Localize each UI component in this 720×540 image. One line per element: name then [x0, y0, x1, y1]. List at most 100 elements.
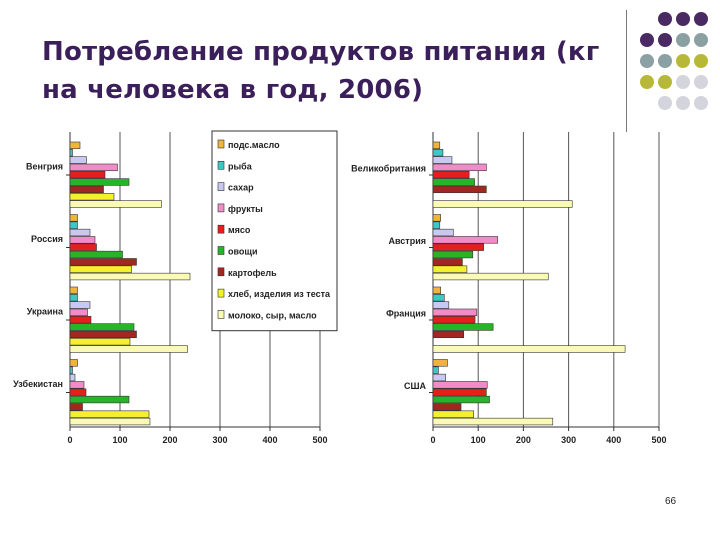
bar	[69, 410, 150, 418]
decor-dot	[640, 75, 654, 89]
bar	[432, 200, 573, 208]
bar	[432, 417, 554, 426]
decor-dot	[676, 54, 690, 68]
bar	[69, 286, 78, 295]
category-label: Узбекистан	[13, 379, 63, 389]
bar	[69, 149, 73, 157]
x-tick-label: 200	[516, 435, 531, 445]
legend-swatch	[217, 267, 225, 277]
bar	[69, 250, 123, 259]
x-tick-label: 0	[67, 435, 72, 445]
legend-swatch	[217, 160, 225, 170]
legend-label: фрукты	[228, 204, 263, 214]
bar	[432, 403, 462, 411]
decor-dot	[694, 96, 708, 110]
x-tick-label: 400	[262, 435, 277, 445]
decor-dot-grid	[640, 12, 708, 110]
bar	[432, 243, 484, 251]
legend-swatch	[217, 288, 225, 298]
category-label: Украина	[27, 307, 64, 317]
bar	[432, 395, 490, 404]
bar	[432, 163, 487, 172]
bar	[69, 366, 73, 374]
bar	[69, 171, 106, 179]
bar	[69, 395, 130, 404]
bar	[432, 301, 450, 309]
bar	[432, 366, 439, 374]
bar	[69, 294, 78, 302]
category-label: Венгрия	[26, 162, 63, 172]
bar	[69, 243, 97, 251]
bar	[69, 228, 91, 237]
legend-swatch	[217, 203, 225, 213]
bar	[69, 330, 137, 339]
x-tick-label: 100	[112, 435, 127, 445]
legend-label: молоко, сыр, масло	[228, 310, 317, 320]
legend-swatch	[217, 310, 225, 319]
chart-western-countries: 0 100 200 300 400 500 Великобритания Австрия Фра…	[351, 132, 667, 445]
legend-label: подс.масло	[228, 140, 280, 150]
x-tick-label: 300	[561, 435, 576, 445]
bar	[432, 149, 444, 157]
decor-dot	[676, 75, 690, 89]
bar	[432, 286, 441, 295]
bar	[69, 308, 88, 317]
decor-dot	[658, 96, 672, 110]
bar	[69, 214, 78, 222]
decor-dot	[676, 33, 690, 47]
chart-eastern-countries: 0 100 200 300 400 500 Венгрия Россия Украина Узбе…	[13, 130, 338, 445]
bar	[69, 373, 76, 382]
bar	[69, 185, 104, 194]
legend-box	[211, 130, 338, 332]
bar	[69, 272, 191, 281]
x-tick-label: 300	[212, 435, 227, 445]
decor-dot	[694, 12, 708, 26]
bar	[432, 308, 478, 317]
legend-swatch	[217, 139, 225, 149]
decor-dot	[676, 96, 690, 110]
bar	[69, 258, 137, 266]
x-tick-label: 100	[471, 435, 486, 445]
bar	[432, 294, 445, 302]
page-number: 66	[665, 496, 677, 507]
decor-dot	[694, 75, 708, 89]
bar	[432, 410, 474, 418]
bar	[69, 359, 78, 367]
bar	[69, 236, 96, 244]
x-tick-label: 400	[606, 435, 621, 445]
decor-dot	[694, 33, 708, 47]
bar	[69, 301, 91, 309]
bar	[432, 236, 498, 244]
legend-swatch	[217, 246, 225, 255]
bar	[69, 265, 132, 273]
legend-swatch	[217, 182, 225, 191]
decor-dot	[676, 12, 690, 26]
decor-dot	[658, 54, 672, 68]
category-label: Великобритания	[351, 164, 426, 174]
bar	[69, 316, 92, 324]
bar	[69, 338, 131, 346]
category-label: США	[404, 381, 427, 391]
legend-label: сахар	[228, 183, 254, 193]
bar	[432, 381, 488, 389]
bar	[69, 388, 87, 396]
bar	[432, 330, 465, 339]
bar	[432, 323, 494, 331]
bar	[432, 171, 470, 179]
bar	[432, 185, 487, 194]
decor-dot	[694, 54, 708, 68]
bar	[432, 265, 468, 273]
bar	[432, 156, 453, 164]
bar	[69, 403, 83, 411]
bar	[432, 272, 549, 281]
x-tick-label: 200	[162, 435, 177, 445]
bar	[432, 258, 463, 266]
decor-dot	[640, 54, 654, 68]
bar	[69, 163, 118, 172]
bar	[69, 156, 87, 164]
legend-label: рыба	[228, 161, 253, 171]
x-tick-label: 0	[430, 435, 435, 445]
bar	[69, 178, 130, 186]
bar	[69, 193, 115, 201]
bar	[432, 373, 446, 382]
